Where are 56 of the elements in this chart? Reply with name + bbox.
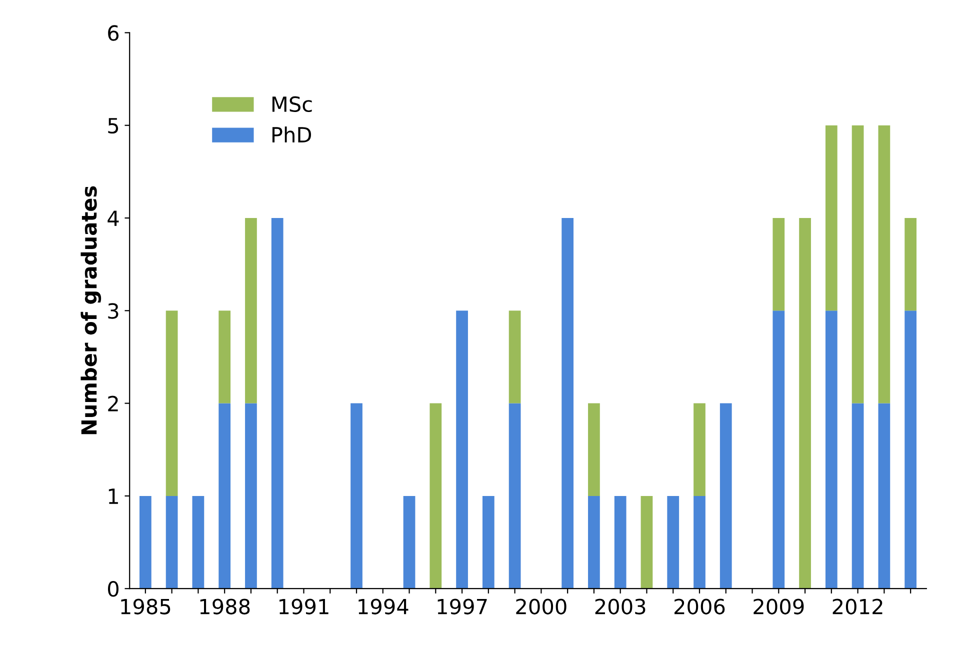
y-tick-label: 1	[108, 488, 118, 504]
legend-label: MSc	[272, 96, 312, 112]
bar	[904, 218, 917, 311]
x-tick-label: 1988	[200, 598, 250, 614]
x-tick-label: 2012	[832, 598, 882, 614]
bar	[825, 125, 838, 311]
bar	[245, 403, 257, 589]
bar	[350, 403, 362, 589]
bar	[799, 218, 811, 589]
bar	[456, 310, 468, 589]
bar	[588, 496, 600, 589]
bar	[562, 218, 574, 589]
bar	[878, 125, 890, 404]
y-tick-label: 3	[108, 303, 118, 319]
bar	[192, 496, 204, 589]
legend-label: PhD	[272, 126, 312, 142]
x-tick-label: 1985	[121, 598, 170, 614]
bar	[588, 403, 600, 496]
y-tick-label: 5	[108, 118, 118, 134]
x-tick-label: 2006	[674, 598, 725, 614]
y-axis-title: Number of graduates	[80, 186, 102, 434]
bar	[878, 403, 890, 589]
y-tick-label: 2	[108, 396, 118, 412]
bar	[218, 403, 231, 589]
bar	[904, 310, 917, 589]
bar	[852, 125, 864, 404]
bar	[614, 496, 626, 589]
bar	[166, 310, 178, 496]
bar	[667, 496, 680, 589]
bar	[852, 403, 864, 589]
bar	[482, 496, 494, 589]
bar	[640, 496, 653, 589]
x-tick-label: 1994	[358, 598, 408, 614]
x-tick-label: 1991	[280, 598, 328, 614]
bar	[772, 310, 785, 589]
bar	[271, 218, 284, 589]
bar	[720, 403, 732, 589]
y-tick-label: 4	[108, 210, 119, 226]
bar	[772, 218, 785, 311]
bar	[403, 496, 416, 589]
x-tick-label: 1997	[438, 598, 487, 614]
bar	[508, 403, 521, 589]
bar	[139, 496, 152, 589]
bar	[245, 218, 257, 404]
x-tick-label: 2000	[516, 598, 566, 614]
bar	[166, 496, 178, 589]
x-tick-label: 2009	[754, 598, 804, 614]
bar	[430, 403, 442, 589]
y-tick-label: 0	[108, 581, 118, 597]
x-tick-label: 2003	[595, 598, 646, 614]
bar	[508, 310, 521, 404]
bar	[825, 310, 838, 589]
bar	[694, 403, 706, 496]
bar	[218, 310, 231, 404]
bar	[694, 496, 706, 589]
y-tick-label: 6	[108, 25, 119, 41]
